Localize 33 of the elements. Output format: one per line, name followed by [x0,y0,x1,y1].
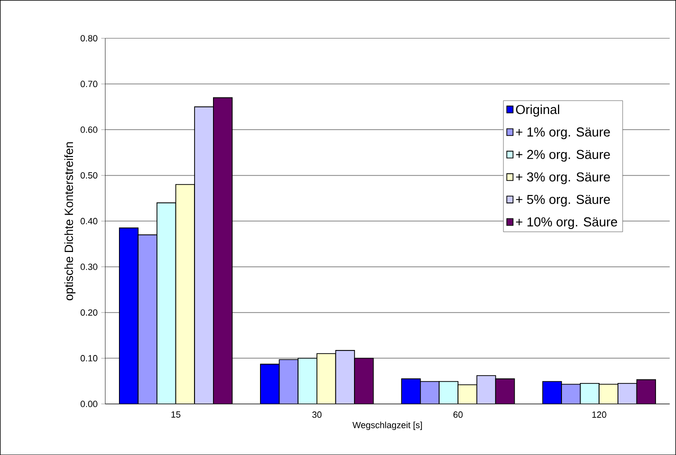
bar [156,202,176,404]
y-tick-label: 0.00 [80,400,98,408]
bar [118,227,139,404]
bar [138,234,158,404]
y-tick-label: 0.30 [80,264,98,270]
bar [580,382,600,404]
legend-label: Original [516,104,560,117]
y-tick-label: 0.60 [80,126,98,133]
x-tick-label: 15 [171,411,180,418]
x-tick-label: 120 [592,411,606,418]
legend-label: + 3% org. Säure [516,172,610,184]
x-tick-label: 60 [453,411,463,418]
legend-label: + 2% org. Säure [516,150,610,162]
y-tick-label: 0.70 [80,80,98,88]
x-axis-title: Wegschlagzeit [s] [352,422,422,430]
bar [420,381,440,404]
legend-label: + 1% org. Säure [516,127,610,140]
legend-label: + 5% org. Säure [516,194,610,206]
bar [438,381,458,404]
bar [561,384,581,404]
bar [260,364,280,404]
y-tick-label: 0.50 [80,172,98,178]
bar [401,378,421,404]
y-tick-label: 0.80 [80,34,98,42]
bar [542,381,562,404]
y-tick-label: 0.40 [80,218,98,224]
y-tick-label: 0.20 [80,309,98,316]
y-axis-title: optische Dichte Konterstreifen [64,142,76,300]
y-tick-label: 0.10 [80,354,98,362]
x-tick-label: 30 [312,411,322,418]
legend-label: + 10% org. Säure [516,217,618,229]
bar [298,358,318,404]
bar [278,359,298,404]
